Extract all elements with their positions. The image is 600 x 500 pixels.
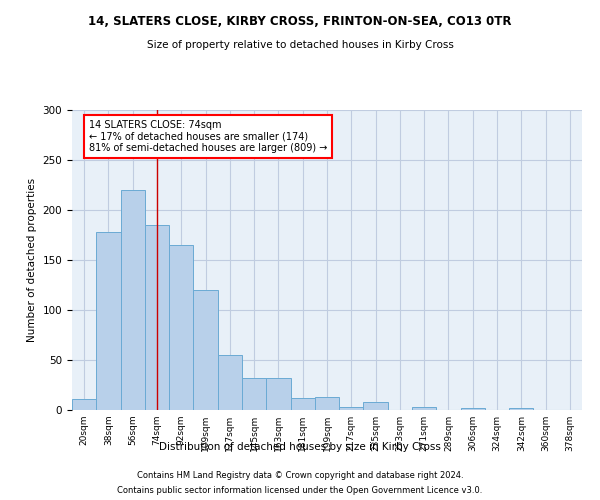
Text: 14 SLATERS CLOSE: 74sqm
← 17% of detached houses are smaller (174)
81% of semi-d: 14 SLATERS CLOSE: 74sqm ← 17% of detache… [89,120,328,153]
Text: 14, SLATERS CLOSE, KIRBY CROSS, FRINTON-ON-SEA, CO13 0TR: 14, SLATERS CLOSE, KIRBY CROSS, FRINTON-… [88,15,512,28]
Y-axis label: Number of detached properties: Number of detached properties [27,178,37,342]
Bar [339,407,364,410]
Bar [364,402,388,410]
Bar [145,225,169,410]
Bar [218,355,242,410]
Text: Distribution of detached houses by size in Kirby Cross: Distribution of detached houses by size … [159,442,441,452]
Bar [266,378,290,410]
Text: Size of property relative to detached houses in Kirby Cross: Size of property relative to detached ho… [146,40,454,50]
Bar [461,408,485,410]
Bar [290,398,315,410]
Bar [315,397,339,410]
Bar [242,378,266,410]
Text: Contains public sector information licensed under the Open Government Licence v3: Contains public sector information licen… [118,486,482,495]
Bar [509,408,533,410]
Bar [412,407,436,410]
Text: Contains HM Land Registry data © Crown copyright and database right 2024.: Contains HM Land Registry data © Crown c… [137,471,463,480]
Bar [96,232,121,410]
Bar [121,190,145,410]
Bar [193,290,218,410]
Bar [72,399,96,410]
Bar [169,245,193,410]
